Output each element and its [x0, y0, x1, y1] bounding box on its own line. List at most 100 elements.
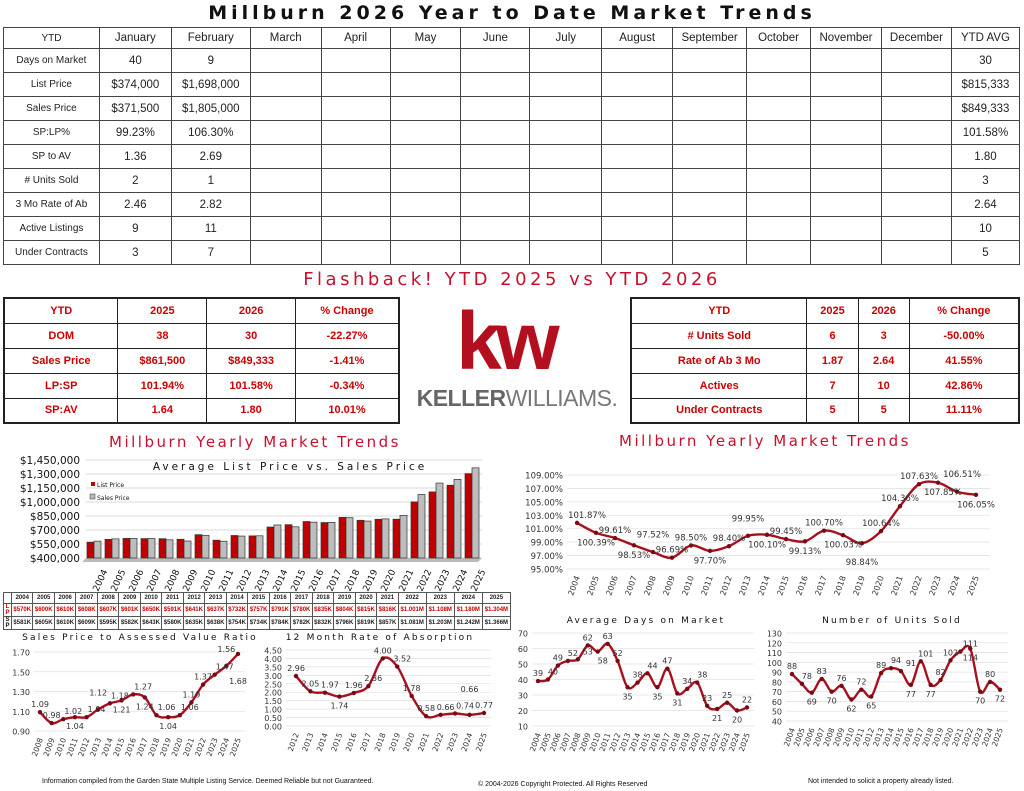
month-value-cell: 9: [170, 48, 251, 73]
list-price-bar: [284, 524, 293, 559]
data-point: [745, 533, 751, 538]
column-header: April: [320, 27, 391, 49]
data-point: [859, 687, 864, 692]
data-point: [96, 707, 101, 712]
sales-price-bar: [363, 520, 372, 559]
ytd-avg-cell: 10: [950, 216, 1021, 241]
keller-williams-logo: kw KELLERWILLIAMS.: [405, 301, 629, 413]
data-point: [119, 698, 124, 703]
legend-sales-label: Sales Price: [97, 495, 130, 502]
data-label: 0.66: [461, 685, 479, 694]
data-point: [968, 646, 973, 651]
month-value-cell: [460, 216, 531, 241]
x-tick-label: 2020: [870, 575, 885, 597]
data-label: 49: [553, 654, 563, 663]
data-cell: 2010: [139, 592, 163, 604]
data-cell: 2024: [453, 592, 483, 604]
month-value-cell: [529, 144, 603, 169]
data-cell: 2023: [425, 592, 455, 604]
column-header: July: [529, 27, 603, 49]
column-header: February: [170, 27, 251, 49]
month-value-cell: [810, 240, 882, 265]
data-cell: $591K: [161, 603, 184, 617]
table-row: List Price $374,000 $1,698,000 $815,333: [3, 72, 1021, 97]
data-label: 3.52: [393, 655, 411, 664]
x-tick-label: 2015: [329, 731, 344, 752]
x-tick-label: 2008: [164, 568, 183, 592]
chart-floor: [82, 558, 482, 562]
data-label: 98.50%: [675, 534, 707, 544]
data-point: [789, 671, 795, 677]
x-tick-label: 2019: [387, 731, 402, 752]
row-label: SP to AV: [3, 144, 100, 169]
header-row: YTD 2025 2026% Change: [630, 297, 1020, 324]
y-tick-label: 60: [772, 698, 782, 707]
month-value-cell: [810, 192, 882, 217]
data-point: [615, 658, 620, 664]
data-label: 98.40%: [713, 534, 745, 544]
data-point: [908, 682, 914, 688]
month-value-cell: [810, 96, 882, 121]
value-cell: 3: [857, 322, 910, 349]
data-cell: $1.366M: [481, 616, 512, 630]
column-header: March: [249, 27, 322, 49]
list-vs-sales-bar-chart: $400,000 $550,000 $700,000 $850,000 $1,000,0…: [20, 455, 489, 592]
x-tick-label: 2015: [775, 575, 790, 597]
value-cell: $861,500: [117, 347, 208, 374]
value-cell: -0.34%: [294, 372, 400, 399]
month-value-cell: [249, 216, 322, 241]
data-cell: $609K: [75, 616, 98, 630]
x-tick-label: 2013: [300, 731, 315, 752]
x-tick-label: 2006: [604, 575, 619, 597]
sales-price-bar: [111, 538, 120, 559]
flashback-table-left: YTD 2025 2026% Change DOM 38 30 -22.27% Sales P…: [3, 297, 400, 424]
page-title: Millburn 2026 Year to Date Market Trends: [208, 2, 816, 24]
data-table-row: 2004 2005 2006 2007 2008 2009 2010 2011 2012 2013…: [3, 592, 512, 604]
data-cell: $780K: [290, 603, 313, 617]
data-cell: $857K: [376, 616, 399, 630]
data-cell: 2008: [96, 592, 120, 604]
data-label: 104.36%: [881, 494, 919, 504]
data-point: [897, 503, 903, 509]
chart-title: Number of Units Sold: [822, 616, 962, 626]
data-label: 2.96: [287, 664, 305, 673]
data-label: 72: [856, 678, 866, 687]
data-point: [685, 686, 690, 691]
month-value-cell: [601, 96, 674, 121]
footer-notice: Not intended to solicit a property alrea…: [808, 778, 954, 785]
data-label: 52: [613, 649, 623, 658]
data-label: 1.18: [111, 691, 129, 700]
month-value-cell: [672, 120, 748, 145]
data-point: [821, 528, 827, 533]
list-price-bar: [194, 534, 203, 559]
month-value-cell: [746, 120, 812, 145]
table-row: Actives 7 10 42.86%: [630, 372, 1020, 399]
series-line: [576, 480, 977, 560]
list-price-bar: [410, 501, 419, 559]
data-point: [954, 489, 960, 494]
month-value-cell: [810, 144, 882, 169]
month-value-cell: [389, 216, 462, 241]
row-label: Active Listings: [3, 216, 100, 241]
data-point: [37, 710, 43, 715]
value-cell: 42.86%: [908, 372, 1020, 399]
y-tick-label: 2.50: [264, 680, 282, 689]
x-tick-label: 2011: [699, 575, 714, 597]
data-label: 101: [918, 649, 933, 658]
data-cell: $1.081M: [397, 616, 427, 630]
list-price-bar: [374, 518, 383, 559]
month-value-cell: [529, 48, 603, 73]
x-tick-label: 2014: [756, 575, 771, 597]
value-cell: $849,333: [206, 347, 296, 374]
x-tick-label: 2020: [380, 568, 399, 592]
data-label: 88: [787, 662, 797, 671]
row-label: DOM: [3, 322, 119, 349]
y-tick-label: 4.00: [264, 655, 282, 664]
data-label: 100.70%: [805, 519, 843, 529]
list-price-bar: [356, 519, 365, 559]
data-label: 0.66: [437, 703, 455, 712]
data-point: [595, 649, 600, 654]
data-cell: 2022: [397, 592, 427, 604]
data-label: 98.84%: [846, 558, 878, 568]
row-label: # Units Sold: [3, 168, 100, 193]
